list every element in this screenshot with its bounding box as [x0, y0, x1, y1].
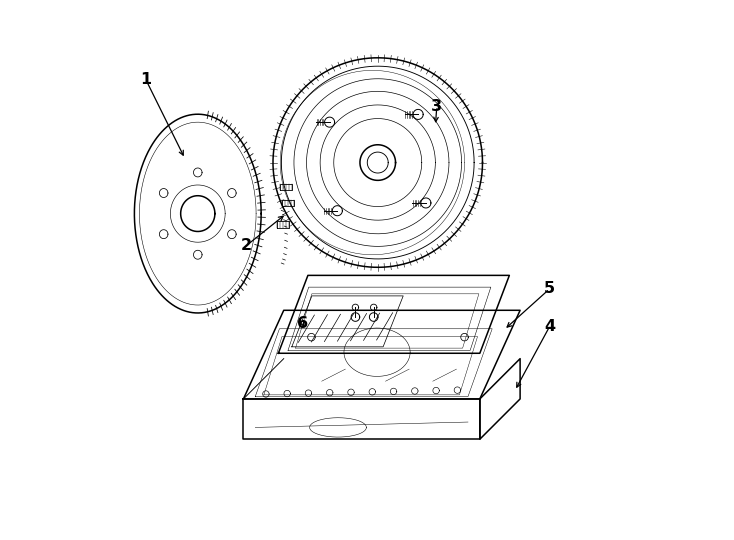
Text: 3: 3: [432, 99, 443, 113]
Text: 6: 6: [297, 316, 308, 331]
Text: 4: 4: [544, 319, 555, 334]
Text: 1: 1: [140, 72, 151, 87]
Text: 2: 2: [241, 238, 252, 253]
Text: 5: 5: [544, 281, 555, 296]
